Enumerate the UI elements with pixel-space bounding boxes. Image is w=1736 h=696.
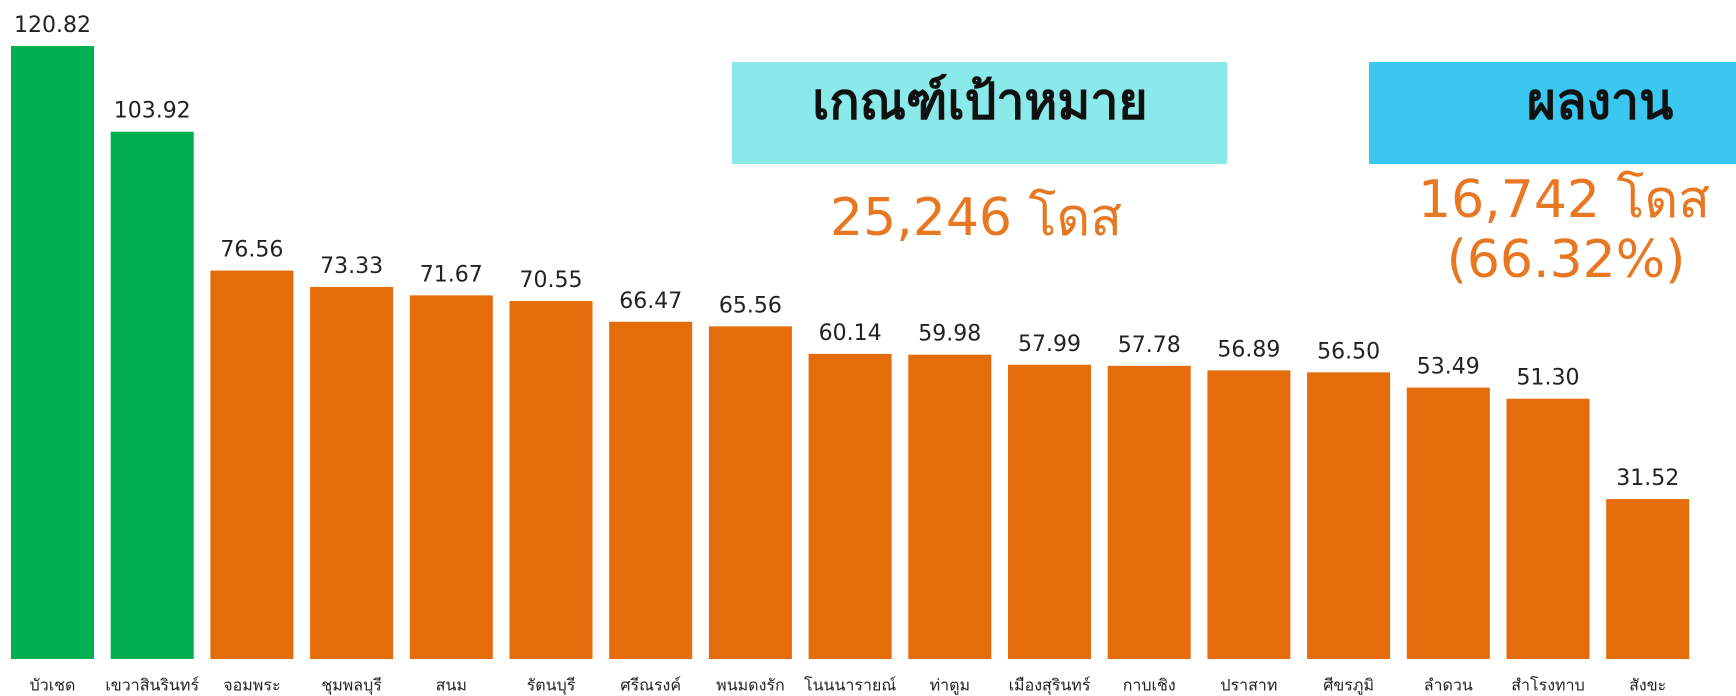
value-label: 57.78: [1118, 333, 1181, 358]
x-tick-label: พนมดงรัก: [716, 676, 785, 695]
x-tick-label: จอมพระ: [223, 676, 280, 695]
value-label: 56.89: [1217, 337, 1280, 362]
value-label: 71.67: [420, 262, 483, 287]
x-tick-label: บัวเชด: [30, 676, 76, 695]
value-label: 65.56: [719, 293, 782, 318]
x-tick-label: รัตนบุรี: [527, 676, 576, 696]
bar: [1506, 398, 1590, 659]
x-tick-label: โนนนารายณ์: [804, 676, 896, 695]
value-label: 76.56: [220, 238, 283, 263]
value-label: 70.55: [520, 268, 583, 293]
value-label: 51.30: [1517, 366, 1580, 391]
x-tick-label: สังขะ: [1629, 676, 1666, 695]
bar: [808, 353, 892, 659]
bar: [1406, 387, 1490, 659]
value-label: 31.52: [1616, 466, 1679, 491]
x-tick-label: ศรีณรงค์: [620, 676, 681, 695]
target-title: เกณฑ์เป้าหมาย: [812, 73, 1147, 131]
result-percent: (66.32%): [1447, 230, 1686, 290]
result-value: 16,742 โดส: [1418, 170, 1710, 230]
value-label: 66.47: [619, 289, 682, 314]
x-tick-label: เขวาสินรินทร์: [105, 676, 199, 695]
bar: [708, 326, 792, 659]
value-label: 53.49: [1417, 355, 1480, 380]
bar: [908, 354, 992, 659]
x-tick-label: ชุมพลบุรี: [321, 676, 382, 696]
target-box: [732, 62, 1227, 164]
bar: [1606, 499, 1690, 659]
x-tick-label: ปราสาท: [1220, 676, 1277, 695]
bar: [210, 270, 294, 659]
bar: [409, 295, 493, 659]
bar: [1207, 370, 1291, 659]
target-value: 25,246 โดส: [830, 188, 1122, 248]
value-label: 59.98: [918, 322, 981, 347]
bar: [1107, 365, 1191, 659]
bar: [509, 301, 593, 659]
x-tick-label: ท่าตูม: [930, 676, 970, 696]
bar: [609, 321, 693, 659]
x-tick-label: กาบเชิง: [1123, 676, 1176, 695]
bar: [310, 286, 394, 659]
result-title: ผลงาน: [1527, 73, 1674, 131]
value-label: 73.33: [320, 254, 383, 279]
bar: [110, 131, 194, 660]
bar: [11, 46, 94, 659]
x-tick-label: สำโรงทาบ: [1511, 676, 1584, 695]
value-label: 60.14: [819, 321, 882, 346]
value-label: 103.92: [114, 99, 191, 124]
x-tick-label: ลำดวน: [1424, 676, 1473, 695]
x-tick-label: เมืองสุรินทร์: [1009, 676, 1091, 696]
value-label: 120.82: [14, 13, 91, 38]
bar: [1307, 372, 1391, 659]
bar: [1008, 364, 1091, 659]
x-tick-label: สนม: [436, 676, 467, 695]
x-tick-label: ศีขรภูมิ: [1323, 676, 1374, 696]
value-label: 56.50: [1317, 339, 1380, 364]
result-box: [1369, 62, 1736, 164]
value-label: 57.99: [1018, 332, 1081, 357]
